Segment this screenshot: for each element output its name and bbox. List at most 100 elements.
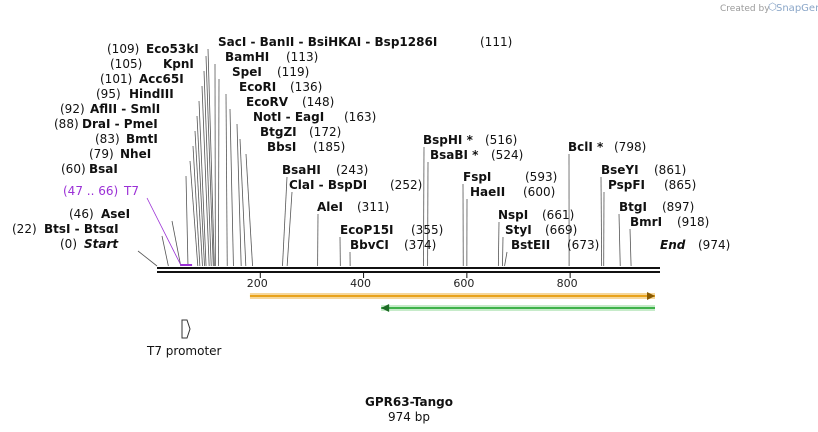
orf-arrows[interactable] <box>249 292 655 312</box>
site-leader-lines <box>137 48 632 267</box>
site-name-acc65i[interactable]: Acc65I <box>139 72 184 86</box>
site-position-start: (0) <box>60 237 77 251</box>
site-name-btgzi[interactable]: BtgZI <box>260 125 297 139</box>
site-name-bbvci[interactable]: BbvCI <box>350 238 389 252</box>
site-position-clai: (252) <box>390 178 422 192</box>
leader-styi <box>502 236 504 267</box>
site-name-ecorv[interactable]: EcoRV <box>246 95 289 109</box>
site-name-alei[interactable]: AleI <box>317 200 343 214</box>
site-name-drai[interactable]: DraI - PmeI <box>82 117 158 131</box>
site-name-bcli[interactable]: BclI * <box>568 140 604 154</box>
leader-bsphi <box>423 146 425 267</box>
site-name-start[interactable]: Start <box>84 237 119 251</box>
site-position-bsabi: (524) <box>491 148 523 162</box>
site-position-ecop15i: (355) <box>411 223 443 237</box>
site-name-eco53ki[interactable]: Eco53kI <box>146 42 199 56</box>
site-position-bsahi: (243) <box>336 163 368 177</box>
credit-brand[interactable]: SnapGene <box>776 3 818 14</box>
leader-hindiii <box>198 100 207 267</box>
site-position-bsteii: (673) <box>567 238 599 252</box>
site-position-kpni: (105) <box>110 57 142 71</box>
restriction-site-labels: (0) Start (22) BtsI - BtsαI(46) AseI (47 .. 6… <box>12 35 730 252</box>
site-position-hindiii: (95) <box>96 87 121 101</box>
site-position-bbsi: (185) <box>313 140 345 154</box>
site-position-styi: (669) <box>545 223 577 237</box>
site-name-bmri[interactable]: BmrI <box>630 215 662 229</box>
ruler-label-200: 200 <box>247 277 268 290</box>
t7-promoter-arrow-icon[interactable] <box>181 319 191 339</box>
leader-drai <box>194 130 203 267</box>
site-name-nspi[interactable]: NspI <box>498 208 528 222</box>
site-position-bseyi: (861) <box>654 163 686 177</box>
site-name-asei[interactable]: AseI <box>101 207 130 221</box>
site-position-saci: (111) <box>480 35 512 49</box>
leader-noti <box>236 123 242 267</box>
orange-arrow-head-icon[interactable] <box>647 292 655 300</box>
site-name-ecop15i[interactable]: EcoP15I <box>340 223 394 237</box>
site-position-btgi: (897) <box>662 200 694 214</box>
leader-bmti <box>192 145 201 267</box>
leader-bsahi <box>282 176 288 267</box>
site-name-clai[interactable]: ClaI - BspDI <box>289 178 367 192</box>
site-position-t7: (47 .. 66) <box>63 184 118 198</box>
site-name-t7[interactable]: T7 <box>123 184 139 198</box>
site-name-bbsi[interactable]: BbsI <box>267 140 296 154</box>
site-position-asei: (46) <box>69 207 94 221</box>
site-name-bsteii[interactable]: BstEII <box>511 238 550 252</box>
site-position-aflii: (92) <box>60 102 85 116</box>
leader-aflii <box>196 115 205 267</box>
site-position-pspfi: (865) <box>664 178 696 192</box>
site-position-nspi: (661) <box>542 208 574 222</box>
site-name-hindiii[interactable]: HindIII <box>129 87 174 101</box>
site-name-bsphi[interactable]: BspHI * <box>423 133 474 147</box>
site-name-fspi[interactable]: FspI <box>463 170 491 184</box>
site-name-haeii[interactable]: HaeII <box>470 185 505 199</box>
site-name-bmti[interactable]: BmtI <box>126 132 158 146</box>
site-position-alei: (311) <box>357 200 389 214</box>
site-name-btgi[interactable]: BtgI <box>619 200 647 214</box>
leader-bbsi <box>245 153 253 267</box>
site-position-acc65i: (101) <box>100 72 132 86</box>
site-name-spei[interactable]: SpeI <box>232 65 262 79</box>
site-position-eco53ki: (109) <box>107 42 139 56</box>
leader-eco53ki <box>205 55 214 267</box>
snapgene-logo-icon: ⬡ <box>768 2 777 13</box>
site-position-bmti: (83) <box>95 132 120 146</box>
site-position-drai: (88) <box>54 117 79 131</box>
site-name-pspfi[interactable]: PspFI <box>608 178 645 192</box>
leader-clai <box>286 191 293 267</box>
site-name-bamhi[interactable]: BamHI <box>225 50 269 64</box>
leader-t7 <box>146 197 182 267</box>
site-position-bmri: (918) <box>677 215 709 229</box>
leader-bsai <box>185 175 189 267</box>
leader-nhei <box>189 160 199 267</box>
site-name-saci[interactable]: SacI - BanII - BsiHKAI - Bsp1286I <box>218 35 437 49</box>
site-name-noti[interactable]: NotI - EagI <box>253 110 324 124</box>
leader-btgi <box>618 213 621 267</box>
site-name-styi[interactable]: StyI <box>505 223 532 237</box>
site-position-btgzi: (172) <box>309 125 341 139</box>
site-name-kpni[interactable]: KpnI <box>163 57 194 71</box>
leader-ecori <box>225 93 228 267</box>
site-name-nhei[interactable]: NheI <box>120 147 151 161</box>
leader-acc65i <box>201 85 210 267</box>
green-arrow-head-icon[interactable] <box>381 304 390 312</box>
site-position-bcli: (798) <box>614 140 646 154</box>
site-name-ecori[interactable]: EcoRI <box>239 80 276 94</box>
leader-start <box>137 250 158 267</box>
site-position-ecori: (136) <box>290 80 322 94</box>
leader-kpni <box>203 70 212 267</box>
site-name-btsi[interactable]: BtsI - BtsαI <box>44 222 119 236</box>
site-name-bsai[interactable]: BsaI <box>89 162 118 176</box>
t7-promoter-label: T7 promoter <box>146 344 222 358</box>
site-name-aflii[interactable]: AflII - SmlI <box>90 102 160 116</box>
site-name-bsabi[interactable]: BsaBI * <box>430 148 479 162</box>
site-name-end[interactable]: End <box>660 238 686 252</box>
site-name-bsahi[interactable]: BsaHI <box>282 163 321 177</box>
site-name-bseyi[interactable]: BseYI <box>601 163 639 177</box>
site-position-bamhi: (113) <box>286 50 318 64</box>
ruler-label-800: 800 <box>557 277 578 290</box>
leader-btsi <box>161 235 169 267</box>
site-position-bsphi: (516) <box>485 133 517 147</box>
leader-ecorv <box>229 108 234 267</box>
